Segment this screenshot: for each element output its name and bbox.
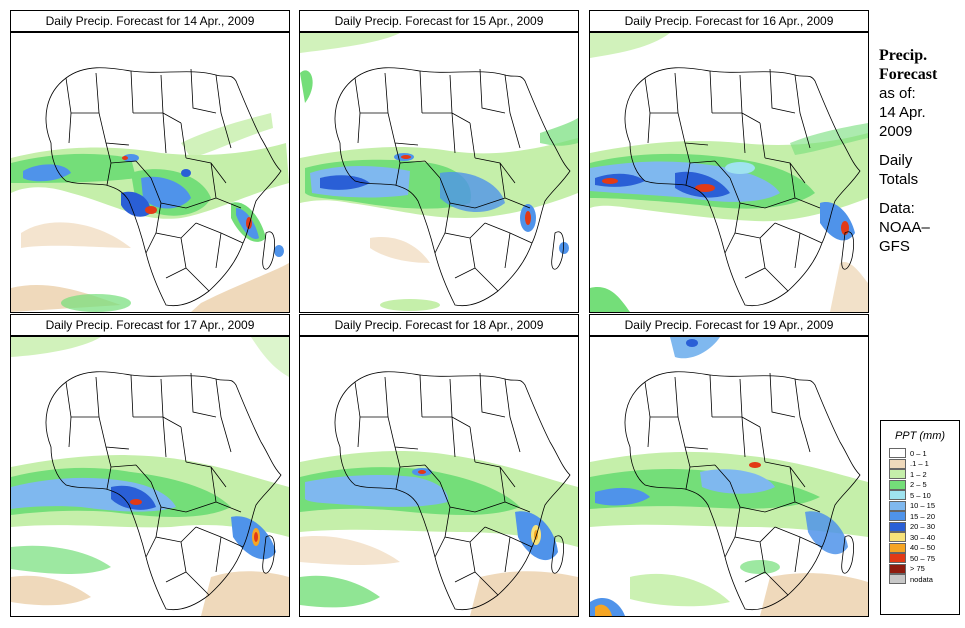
- legend-item: 50 – 75: [889, 553, 959, 564]
- legend-item: .1 – 1: [889, 458, 959, 470]
- country-borders: [624, 67, 861, 307]
- legend-item: 1 – 2: [889, 469, 959, 480]
- legend-label: nodata: [910, 574, 933, 584]
- heading-precip: Precip.: [879, 47, 928, 64]
- map-graphic: [300, 33, 578, 311]
- legend-item: 2 – 5: [889, 479, 959, 491]
- info-sidebar: Precip. Forecast as of: 14 Apr. 2009 Dai…: [879, 46, 963, 256]
- legend-label: 20 – 30: [910, 522, 936, 532]
- asof-label: as of:: [879, 85, 916, 102]
- map-graphic: [590, 33, 868, 312]
- legend-label: 50 – 75: [910, 553, 936, 563]
- legend-swatch: [889, 511, 906, 522]
- legend-label: > 75: [910, 564, 925, 574]
- map-graphic: [590, 337, 868, 616]
- precip-layer: [11, 337, 289, 616]
- forecast-panel-5: Daily Precip. Forecast for 18 Apr., 2009: [299, 314, 579, 617]
- panel-title: Daily Precip. Forecast for 17 Apr., 2009: [10, 314, 290, 336]
- precip-layer: [590, 337, 868, 616]
- legend-item: 40 – 50: [889, 542, 959, 554]
- legend-label: 2 – 5: [910, 480, 927, 490]
- heading-forecast: Forecast: [879, 66, 938, 83]
- legend-label: 10 – 15: [910, 501, 936, 511]
- legend-swatch: [889, 553, 906, 564]
- legend-label: 15 – 20: [910, 511, 936, 521]
- precip-layer: [11, 113, 289, 312]
- legend-label: 1 – 2: [910, 469, 927, 479]
- country-borders: [45, 371, 282, 611]
- precip-map: [10, 32, 290, 313]
- legend-item: 30 – 40: [889, 532, 959, 543]
- legend-item: 0 – 1: [889, 448, 959, 459]
- precip-layer: [300, 33, 578, 311]
- panel-title: Daily Precip. Forecast for 19 Apr., 2009: [589, 314, 869, 336]
- precip-map: [10, 336, 290, 617]
- panel-title: Daily Precip. Forecast for 14 Apr., 2009: [10, 10, 290, 32]
- legend-swatch: [889, 521, 906, 532]
- legend-swatch: [889, 490, 906, 501]
- daily-label: Daily: [879, 152, 913, 169]
- precip-map: [299, 336, 579, 617]
- legend-swatch: [889, 458, 906, 469]
- legend-item: 20 – 30: [889, 521, 959, 533]
- legend-swatch: [889, 500, 906, 511]
- forecast-panel-4: Daily Precip. Forecast for 17 Apr., 2009: [10, 314, 290, 617]
- country-borders: [624, 371, 861, 611]
- legend-label: 40 – 50: [910, 543, 936, 553]
- panel-title: Daily Precip. Forecast for 18 Apr., 2009: [299, 314, 579, 336]
- forecast-panel-1: Daily Precip. Forecast for 14 Apr., 2009: [10, 10, 290, 313]
- legend-item: nodata: [889, 574, 959, 585]
- map-graphic: [11, 67, 289, 312]
- forecast-panel-2: Daily Precip. Forecast for 15 Apr., 2009: [299, 10, 579, 313]
- data-source-2: GFS: [879, 238, 910, 255]
- precip-map: [589, 32, 869, 313]
- asof-year: 2009: [879, 123, 913, 140]
- legend-swatch: [889, 563, 906, 574]
- map-graphic: [11, 337, 289, 616]
- legend-swatch: [889, 479, 906, 490]
- totals-label: Totals: [879, 171, 919, 188]
- country-borders: [334, 371, 571, 611]
- legend-label: .1 – 1: [910, 459, 929, 469]
- forecast-panel-3: Daily Precip. Forecast for 16 Apr., 2009: [589, 10, 869, 313]
- country-borders: [334, 67, 571, 307]
- data-label: Data:: [879, 200, 915, 217]
- forecast-panel-6: Daily Precip. Forecast for 19 Apr., 2009: [589, 314, 869, 617]
- legend-swatch: [889, 469, 906, 480]
- data-source-1: NOAA–: [879, 219, 930, 236]
- legend-title: PPT (mm): [894, 430, 946, 442]
- legend-swatch: [889, 532, 906, 543]
- legend-label: 5 – 10: [910, 490, 931, 500]
- panel-title: Daily Precip. Forecast for 16 Apr., 2009: [589, 10, 869, 32]
- country-borders: [45, 67, 282, 307]
- precip-map: [589, 336, 869, 617]
- legend-label: 0 – 1: [910, 448, 927, 458]
- legend-swatch: [889, 542, 906, 553]
- legend-item: 15 – 20: [889, 511, 959, 522]
- legend-label: 30 – 40: [910, 532, 936, 542]
- asof-date: 14 Apr.: [879, 104, 926, 121]
- map-graphic: [300, 371, 578, 616]
- precip-map: [299, 32, 579, 313]
- precip-layer: [300, 451, 578, 616]
- precip-layer: [590, 33, 868, 312]
- legend-swatch: [889, 574, 906, 585]
- legend-item: > 75: [889, 563, 959, 575]
- panel-title: Daily Precip. Forecast for 15 Apr., 2009: [299, 10, 579, 32]
- legend-item: 5 – 10: [889, 490, 959, 501]
- legend-swatch: [889, 448, 906, 459]
- legend-item: 10 – 15: [889, 500, 959, 512]
